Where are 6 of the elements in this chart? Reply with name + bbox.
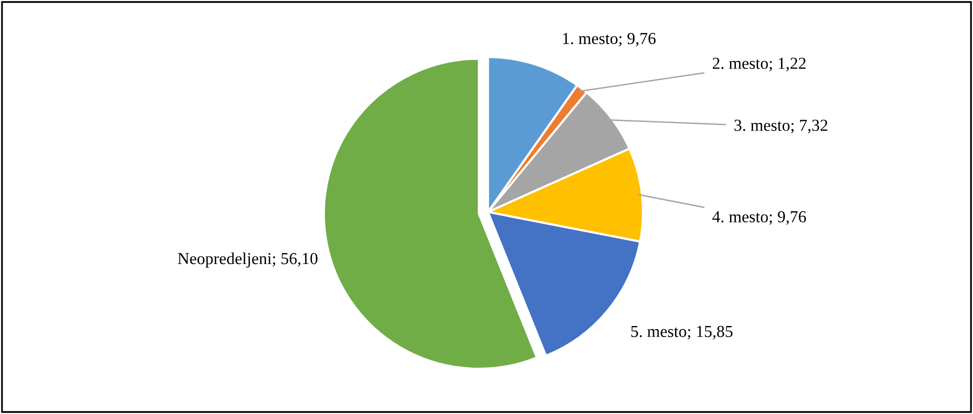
slice-label: Neopredeljeni; 56,10 [178, 252, 318, 268]
slice-label: 2. mesto; 1,22 [712, 58, 806, 72]
slice-label: 5. mesto; 15,85 [631, 326, 732, 340]
slice-label: 3. mesto; 7,32 [734, 120, 828, 134]
slice-label: 4. mesto; 9,76 [712, 211, 806, 225]
slice-label: 1. mesto; 9,76 [563, 32, 656, 47]
